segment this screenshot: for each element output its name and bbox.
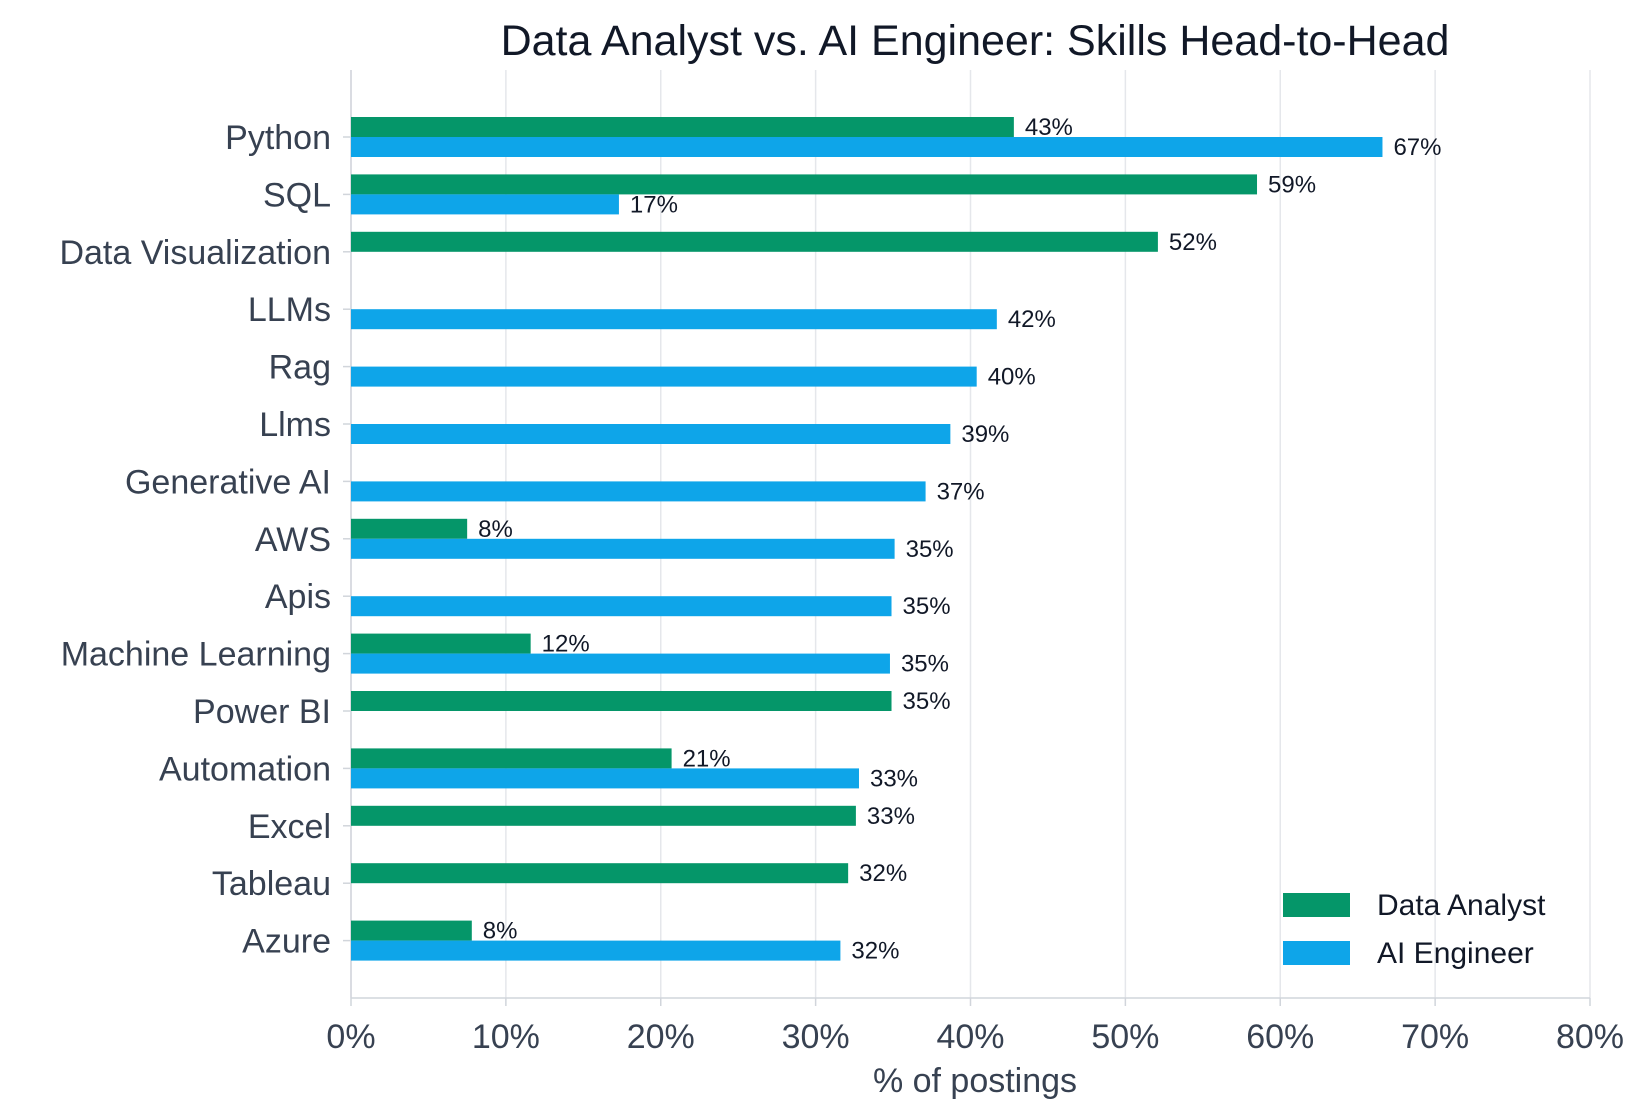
value-label: 32% (859, 860, 907, 887)
value-label: 21% (683, 745, 731, 772)
y-tick-label: Automation (159, 750, 331, 788)
legend: Data Analyst AI Engineer (1283, 889, 1546, 970)
bar-ai-engineer (351, 596, 892, 617)
value-label: 39% (961, 421, 1009, 448)
x-tick-label: 60% (1246, 1018, 1314, 1056)
legend-swatch (1283, 941, 1350, 965)
bar-ai-engineer (351, 940, 841, 961)
bar-ai-engineer (351, 538, 895, 559)
value-label: 59% (1268, 171, 1316, 198)
x-axis-label: % of postings (873, 1062, 1077, 1100)
bar-ai-engineer (351, 194, 619, 215)
legend-label: AI Engineer (1377, 937, 1534, 970)
value-label: 35% (903, 593, 951, 620)
bar-data-analyst (351, 117, 1014, 137)
value-label: 67% (1393, 134, 1441, 161)
value-label: 12% (542, 631, 590, 658)
bar-ai-engineer (351, 137, 1383, 157)
grid-lines (350, 70, 1591, 998)
bar-ai-engineer (351, 424, 951, 444)
y-tick-label: Apis (265, 578, 331, 616)
y-tick-label: AWS (255, 521, 331, 559)
value-label: 8% (478, 516, 513, 543)
bar-ai-engineer (351, 366, 977, 387)
x-tick-label: 0% (326, 1018, 375, 1056)
bar-data-analyst (351, 805, 856, 826)
bar-ai-engineer (351, 653, 890, 674)
bar-data-analyst (351, 231, 1158, 252)
bar-data-analyst (351, 920, 472, 941)
value-label: 37% (937, 478, 985, 505)
x-tick-label: 40% (936, 1018, 1004, 1056)
x-tick-label: 20% (627, 1018, 695, 1056)
y-tick-label: Rag (269, 349, 331, 387)
tick-labels: 0% 10% 20% 30% 40% 50% 60% 70% 80% Python SQL Data … (59, 119, 1624, 1056)
bar-ai-engineer (351, 481, 926, 502)
legend-label: Data Analyst (1377, 889, 1546, 922)
y-tick-label: Power BI (193, 693, 331, 731)
value-label: 17% (630, 191, 678, 218)
y-tick-label: Python (225, 119, 331, 157)
value-label: 8% (483, 918, 518, 945)
chart-title: Data Analyst vs. AI Engineer: Skills Hea… (501, 17, 1450, 65)
bar-data-analyst (351, 691, 892, 711)
bar-data-analyst (351, 748, 672, 769)
x-tick-label: 30% (782, 1018, 850, 1056)
value-label: 35% (903, 688, 951, 715)
y-tick-label: SQL (263, 176, 331, 214)
x-tick-label: 10% (472, 1018, 540, 1056)
value-label: 35% (901, 651, 949, 678)
x-tick-label: 70% (1401, 1018, 1469, 1056)
bar-data-analyst (351, 863, 849, 884)
bars (351, 117, 1383, 961)
value-label: 33% (870, 765, 918, 792)
bar-data-analyst (351, 633, 531, 654)
value-label: 32% (851, 938, 899, 965)
value-label: 35% (906, 536, 954, 563)
value-label: 40% (988, 364, 1036, 391)
value-label: 42% (1008, 306, 1056, 333)
y-tick-label: Azure (242, 923, 331, 961)
bar-ai-engineer (351, 309, 997, 330)
value-label: 43% (1025, 114, 1073, 141)
bar-data-analyst (351, 174, 1258, 195)
legend-swatch (1283, 893, 1350, 917)
y-tick-label: Generative AI (125, 463, 331, 501)
axes (343, 70, 1591, 1006)
y-tick-label: Tableau (212, 865, 331, 903)
bar-ai-engineer (351, 768, 859, 789)
value-labels: 43% 67% 59% 17% 52% 42% 40% 39% 37% 8% 35% 35% 12% 35… (478, 114, 1441, 965)
y-tick-label: LLMs (248, 291, 331, 329)
y-tick-label: Excel (248, 808, 331, 846)
value-label: 33% (867, 803, 915, 830)
value-label: 52% (1169, 229, 1217, 256)
x-tick-label: 80% (1556, 1018, 1624, 1056)
y-tick-label: Machine Learning (61, 636, 331, 674)
y-tick-label: Data Visualization (59, 234, 331, 272)
y-tick-label: Llms (259, 406, 331, 444)
x-tick-label: 50% (1091, 1018, 1159, 1056)
bar-data-analyst (351, 518, 468, 539)
